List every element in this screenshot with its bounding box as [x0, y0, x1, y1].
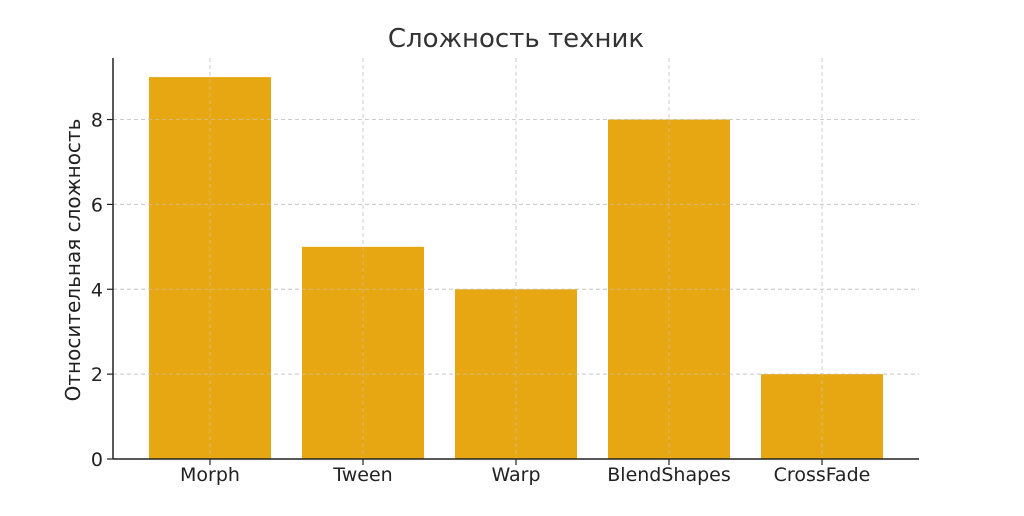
x-tick-label: Morph [180, 464, 240, 486]
tick-labels: 0 2 4 6 8 Morph Tween Warp BlendShapes CrossFade [91, 110, 870, 486]
y-axis-label: Относительная сложность [61, 119, 85, 402]
y-tick-label: 6 [91, 194, 103, 216]
y-tick-label: 8 [91, 110, 103, 132]
grid-lines-overlay [113, 58, 919, 459]
x-tick-label: Tween [332, 464, 392, 486]
chart-title: Сложность техник [388, 24, 644, 54]
x-tick-label: Warp [491, 464, 540, 486]
x-tick-label: CrossFade [774, 464, 871, 486]
y-tick-label: 4 [91, 279, 103, 301]
y-tick-label: 2 [91, 364, 103, 386]
x-tick-label: BlendShapes [607, 464, 731, 486]
y-tick-label: 0 [91, 449, 103, 471]
